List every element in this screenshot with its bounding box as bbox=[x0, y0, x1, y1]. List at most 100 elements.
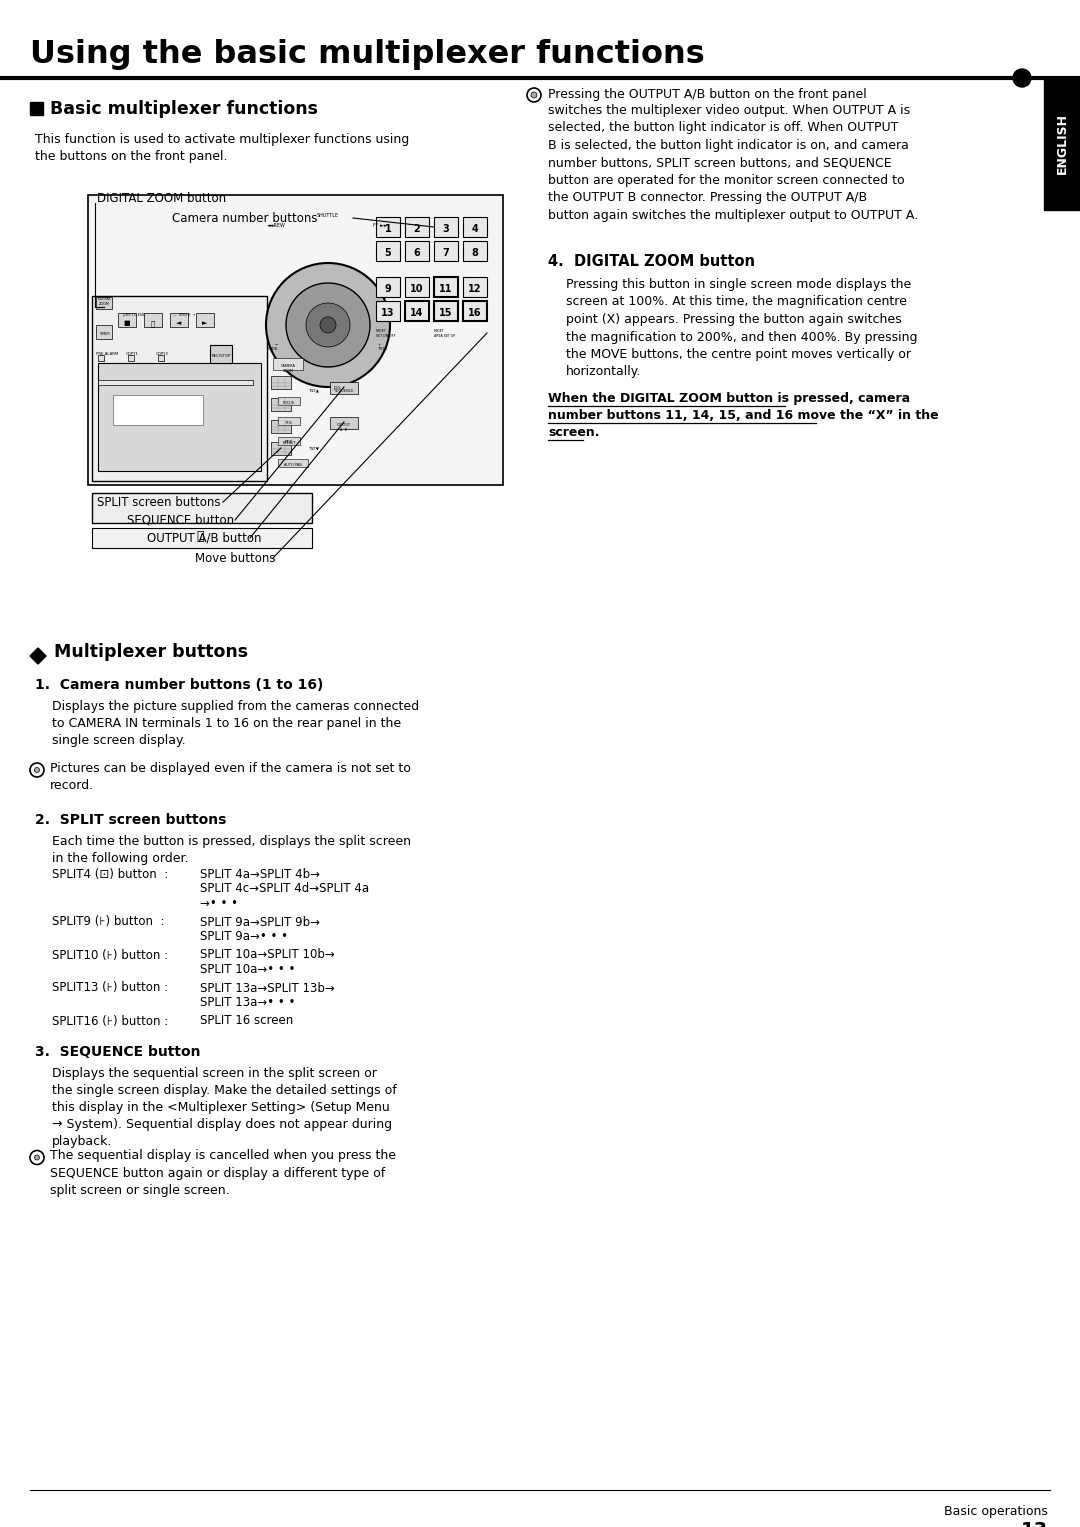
Text: 3.  SEQUENCE button: 3. SEQUENCE button bbox=[35, 1044, 201, 1058]
Bar bbox=[405, 241, 429, 261]
Text: 6: 6 bbox=[414, 247, 420, 258]
Bar bbox=[463, 276, 487, 296]
Text: DIGITAL ZOOM button: DIGITAL ZOOM button bbox=[97, 191, 226, 205]
Bar bbox=[98, 380, 253, 385]
Bar bbox=[271, 399, 291, 411]
Text: 1.  Camera number buttons (1 to 16): 1. Camera number buttons (1 to 16) bbox=[35, 678, 323, 692]
Bar bbox=[376, 276, 400, 296]
Bar bbox=[1044, 78, 1080, 211]
Circle shape bbox=[266, 263, 390, 386]
Bar bbox=[195, 313, 214, 327]
Text: SEQUENCE button: SEQUENCE button bbox=[127, 513, 234, 527]
Text: TILT▲: TILT▲ bbox=[308, 388, 319, 392]
Bar bbox=[278, 437, 300, 444]
Text: 12: 12 bbox=[469, 284, 482, 295]
Text: SPLIT4 (⊡) button  :: SPLIT4 (⊡) button : bbox=[52, 867, 168, 881]
Text: M-DET
AREA SET UP: M-DET AREA SET UP bbox=[434, 328, 456, 337]
Bar bbox=[273, 357, 303, 370]
Text: OUTPUT A/B button: OUTPUT A/B button bbox=[147, 531, 261, 545]
Circle shape bbox=[30, 1150, 44, 1165]
Bar bbox=[87, 195, 503, 486]
Text: TILT▼: TILT▼ bbox=[308, 447, 319, 450]
Text: SPLIT screen buttons: SPLIT screen buttons bbox=[97, 495, 220, 508]
Text: screen.: screen. bbox=[548, 426, 599, 438]
Text: M-DET
SET ON/OFF: M-DET SET ON/OFF bbox=[376, 328, 395, 337]
Bar bbox=[376, 301, 400, 321]
Polygon shape bbox=[30, 647, 46, 664]
Text: 7: 7 bbox=[443, 247, 449, 258]
Text: SPLIT 9a→• • •: SPLIT 9a→• • • bbox=[200, 930, 288, 944]
Bar bbox=[96, 325, 112, 339]
Text: JOG: JOG bbox=[333, 386, 340, 389]
Text: When the DIGITAL ZOOM button is pressed, camera: When the DIGITAL ZOOM button is pressed,… bbox=[548, 392, 910, 405]
Text: ⚿: ⚿ bbox=[197, 530, 204, 542]
Bar bbox=[330, 417, 357, 429]
Text: ►: ► bbox=[202, 321, 207, 325]
Text: ◄◄REW: ◄◄REW bbox=[267, 223, 285, 228]
Bar bbox=[278, 460, 308, 467]
Text: Each time the button is pressed, displays the split screen
in the following orde: Each time the button is pressed, display… bbox=[52, 835, 411, 866]
Circle shape bbox=[1013, 69, 1031, 87]
Text: 16: 16 bbox=[469, 308, 482, 318]
Bar bbox=[376, 241, 400, 261]
Text: The sequential display is cancelled when you press the
SEQUENCE button again or : The sequential display is cancelled when… bbox=[50, 1150, 396, 1197]
Bar bbox=[278, 397, 300, 405]
Text: PRE ALARM: PRE ALARM bbox=[96, 353, 118, 356]
Text: Move buttons: Move buttons bbox=[195, 551, 275, 565]
Text: ENGLISH: ENGLISH bbox=[1055, 113, 1068, 174]
Text: −
WIDE: − WIDE bbox=[268, 342, 278, 351]
Circle shape bbox=[531, 92, 537, 98]
Text: 13: 13 bbox=[381, 308, 395, 318]
Bar bbox=[158, 354, 164, 360]
Circle shape bbox=[320, 318, 336, 333]
Text: 3: 3 bbox=[443, 224, 449, 234]
Text: IRIS: IRIS bbox=[285, 421, 293, 425]
Bar bbox=[113, 395, 203, 425]
Text: 4: 4 bbox=[472, 224, 478, 234]
Text: JUMP TO END: JUMP TO END bbox=[122, 313, 146, 318]
Text: Multiplexer buttons: Multiplexer buttons bbox=[54, 643, 248, 661]
Bar bbox=[129, 354, 134, 360]
Bar bbox=[170, 313, 188, 327]
Bar bbox=[92, 296, 267, 481]
Bar bbox=[463, 217, 487, 237]
Circle shape bbox=[286, 282, 370, 366]
Bar bbox=[405, 276, 429, 296]
Text: 11: 11 bbox=[440, 284, 453, 295]
Text: 1: 1 bbox=[384, 224, 391, 234]
Text: 4.  DIGITAL ZOOM button: 4. DIGITAL ZOOM button bbox=[548, 253, 755, 269]
Bar bbox=[98, 354, 104, 360]
Bar bbox=[330, 382, 357, 394]
Text: ◄: ◄ bbox=[176, 321, 181, 325]
Text: PRESET: PRESET bbox=[282, 441, 296, 444]
Text: 15: 15 bbox=[440, 308, 453, 318]
Text: COPY1: COPY1 bbox=[126, 353, 139, 356]
Bar bbox=[271, 441, 291, 455]
Text: 9: 9 bbox=[384, 284, 391, 295]
Text: SPLIT 16 screen: SPLIT 16 screen bbox=[200, 1014, 294, 1028]
Bar bbox=[118, 313, 136, 327]
Text: SPLIT10 (⊦) button :: SPLIT10 (⊦) button : bbox=[52, 948, 168, 962]
Text: 2: 2 bbox=[414, 224, 420, 234]
Bar bbox=[405, 301, 429, 321]
Text: Camera number buttons: Camera number buttons bbox=[172, 212, 318, 224]
Text: —  SPEED  +: — SPEED + bbox=[173, 313, 195, 318]
Bar bbox=[271, 420, 291, 434]
Bar bbox=[405, 217, 429, 237]
Text: switches the multiplexer video output. When OUTPUT A is
selected, the button lig: switches the multiplexer video output. W… bbox=[548, 104, 918, 221]
Bar bbox=[463, 301, 487, 321]
Bar bbox=[271, 376, 291, 389]
Text: Basic operations: Basic operations bbox=[944, 1506, 1048, 1518]
Text: This function is used to activate multiplexer functions using: This function is used to activate multip… bbox=[35, 133, 409, 147]
Text: FF ►►: FF ►► bbox=[373, 223, 388, 228]
Text: Basic multiplexer functions: Basic multiplexer functions bbox=[50, 99, 318, 118]
Text: CAMERA
ZOOM: CAMERA ZOOM bbox=[281, 363, 296, 373]
Text: COPY2: COPY2 bbox=[156, 353, 168, 356]
Circle shape bbox=[306, 302, 350, 347]
Text: Pictures can be displayed even if the camera is not set to
record.: Pictures can be displayed even if the ca… bbox=[50, 762, 410, 793]
Text: TIMER: TIMER bbox=[98, 331, 109, 336]
Text: ■: ■ bbox=[124, 321, 131, 325]
Text: the buttons on the front panel.: the buttons on the front panel. bbox=[35, 150, 228, 163]
Text: SPLIT 13a→• • •: SPLIT 13a→• • • bbox=[200, 996, 295, 1009]
Text: PTZ: PTZ bbox=[285, 440, 293, 444]
